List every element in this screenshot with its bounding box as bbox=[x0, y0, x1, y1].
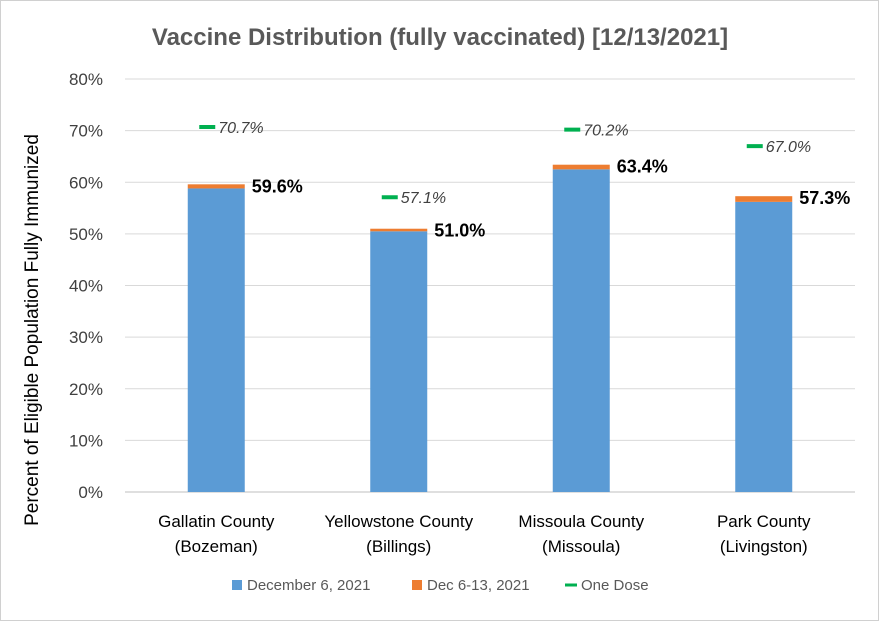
y-tick-label: 50% bbox=[69, 225, 103, 244]
y-tick-label: 0% bbox=[78, 483, 103, 502]
category-label: Gallatin County bbox=[158, 512, 275, 531]
bar-segment-dec6-13 bbox=[552, 164, 610, 170]
one-dose-value-label: 57.1% bbox=[401, 190, 446, 207]
category-labels: Gallatin County (Bozeman) Yellowstone Coun… bbox=[158, 512, 811, 556]
bar-segment-dec6-13 bbox=[370, 228, 428, 232]
total-value-label: 59.6% bbox=[252, 176, 303, 196]
y-tick-label: 30% bbox=[69, 328, 103, 347]
y-axis-label: Percent of Eligible Population Fully Imm… bbox=[22, 134, 43, 526]
legend-label: Dec 6-13, 2021 bbox=[427, 577, 530, 594]
one-dose-value-label: 67.0% bbox=[766, 139, 811, 156]
gridlines bbox=[125, 78, 855, 493]
category-label: Park County bbox=[717, 512, 811, 531]
total-value-label: 57.3% bbox=[799, 188, 850, 208]
legend-label: One Dose bbox=[581, 577, 649, 594]
category-label: (Missoula) bbox=[542, 537, 620, 556]
bar-segment-dec6-13 bbox=[187, 184, 245, 189]
y-tick-label: 10% bbox=[69, 431, 103, 450]
legend-swatch bbox=[232, 580, 242, 590]
legend-swatch bbox=[412, 580, 422, 590]
legend-label: December 6, 2021 bbox=[247, 577, 370, 594]
y-axis-ticks: 0% 10% 20% 30% 40% 50% 60% 70% 80% bbox=[69, 70, 103, 502]
data-labels: 59.6% 70.7% 51.0% 57.1% 63.4% 70.2% 57.3% 67.0% bbox=[199, 120, 850, 241]
category-label: Yellowstone County bbox=[324, 512, 473, 531]
bar-segment-dec6-13 bbox=[735, 196, 793, 202]
y-tick-label: 70% bbox=[69, 122, 103, 141]
category-label: (Billings) bbox=[366, 537, 431, 556]
bar-segment-dec6 bbox=[370, 231, 428, 492]
category-label: (Livingston) bbox=[720, 537, 808, 556]
category-label: Missoula County bbox=[518, 512, 644, 531]
total-value-label: 63.4% bbox=[617, 157, 668, 177]
bar-segment-dec6 bbox=[735, 201, 793, 492]
total-value-label: 51.0% bbox=[434, 221, 485, 241]
y-tick-label: 40% bbox=[69, 277, 103, 296]
category-label: (Bozeman) bbox=[175, 537, 258, 556]
one-dose-value-label: 70.7% bbox=[218, 120, 263, 137]
one-dose-value-label: 70.2% bbox=[583, 123, 628, 140]
chart-title: Vaccine Distribution (fully vaccinated) … bbox=[152, 24, 728, 51]
y-tick-label: 80% bbox=[69, 70, 103, 89]
legend: December 6, 2021 Dec 6-13, 2021 One Dose bbox=[232, 577, 649, 594]
bar-segment-dec6 bbox=[187, 188, 245, 492]
bars bbox=[187, 164, 793, 492]
bar-segment-dec6 bbox=[552, 169, 610, 492]
y-tick-label: 20% bbox=[69, 380, 103, 399]
y-tick-label: 60% bbox=[69, 173, 103, 192]
